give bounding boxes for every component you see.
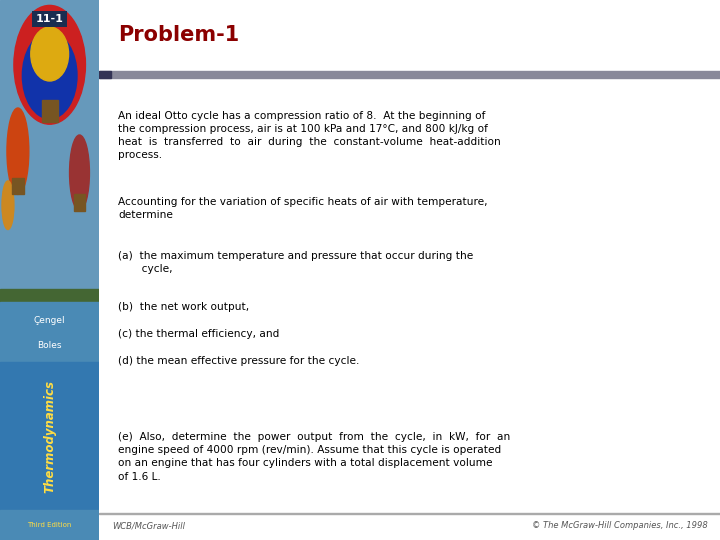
Text: Boles: Boles [37,341,62,350]
Text: 11-1: 11-1 [36,14,63,24]
Ellipse shape [2,181,14,230]
Text: (c) the thermal efficiency, and: (c) the thermal efficiency, and [118,329,279,340]
Bar [0,0,99,302]
Bar [42,100,58,122]
Bar [73,194,86,211]
Ellipse shape [14,5,86,124]
Bar [99,71,720,78]
Text: Third Edition: Third Edition [27,522,72,528]
Bar [99,0,720,70]
Bar [99,513,720,514]
Ellipse shape [22,32,77,119]
Text: (a)  the maximum temperature and pressure that occur during the
       cycle,: (a) the maximum temperature and pressure… [118,251,473,274]
Text: An ideal Otto cycle has a compression ratio of 8.  At the beginning of
the compr: An ideal Otto cycle has a compression ra… [118,111,500,160]
Bar [99,71,111,78]
Text: Problem-1: Problem-1 [118,25,239,45]
Bar [0,510,99,540]
Text: WCB/McGraw-Hill: WCB/McGraw-Hill [112,522,185,530]
Text: Accounting for the variation of specific heats of air with temperature,
determin: Accounting for the variation of specific… [118,197,487,220]
Text: (b)  the net work output,: (b) the net work output, [118,302,249,313]
Text: © The McGraw-Hill Companies, Inc., 1998: © The McGraw-Hill Companies, Inc., 1998 [532,522,708,530]
Bar [0,289,99,302]
Ellipse shape [70,135,89,211]
Text: Çengel: Çengel [34,316,66,325]
Bar [0,302,99,362]
Text: (e)  Also,  determine  the  power  output  from  the  cycle,  in  kW,  for  an
e: (e) Also, determine the power output fro… [118,432,510,482]
Text: (d) the mean effective pressure for the cycle.: (d) the mean effective pressure for the … [118,356,359,367]
Ellipse shape [31,27,68,81]
Text: Thermodynamics: Thermodynamics [43,380,56,492]
Ellipse shape [7,108,29,194]
Bar [12,178,24,194]
Bar [0,362,99,510]
